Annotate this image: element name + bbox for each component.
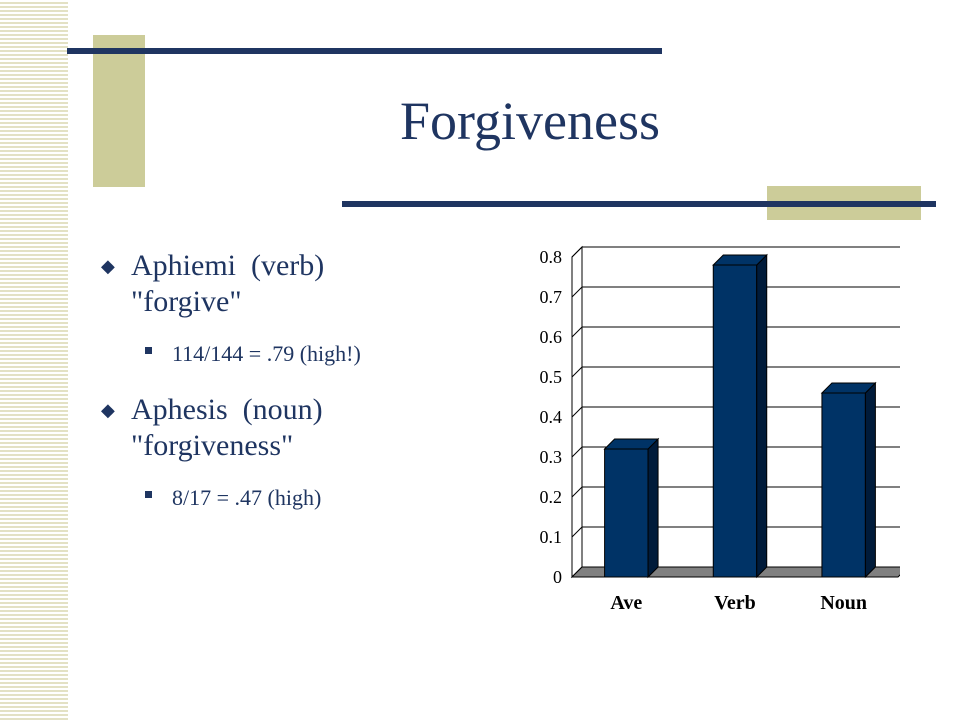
slide-title: Forgiveness — [399, 91, 660, 151]
bullet-line-1: Aphiemi (verb) — [131, 249, 325, 282]
bullet-line-1: Aphesis (noun) — [131, 393, 323, 426]
subbullet-text: 8/17 = .47 (high) — [172, 485, 322, 510]
decor-line-bottom — [342, 201, 936, 207]
bar-noun — [821, 392, 866, 578]
bar-ave — [604, 448, 649, 578]
bullet-line-2: "forgiveness" — [131, 429, 294, 462]
subbullet-text: 114/144 = .79 (high!) — [172, 341, 361, 366]
gridline-side — [571, 286, 583, 298]
bar-top-ave — [603, 438, 660, 450]
square-bullet-icon — [145, 491, 152, 498]
x-tick-label: Verb — [714, 592, 755, 614]
square-bullet-icon — [145, 347, 152, 354]
gridline-side — [571, 526, 583, 538]
bar-top-noun — [820, 382, 877, 394]
x-tick-label: Ave — [610, 592, 642, 614]
y-tick-label: 0.8 — [540, 247, 563, 267]
bullet-aphiemi: ◆ Aphiemi (verb) "forgive" — [101, 248, 325, 320]
bullet-aphesis: ◆ Aphesis (noun) "forgiveness" — [101, 392, 323, 464]
diamond-bullet-icon: ◆ — [101, 400, 115, 420]
diamond-bullet-icon: ◆ — [101, 256, 115, 276]
bar-side-verb — [756, 253, 768, 579]
gridline-side — [571, 446, 583, 458]
subbullet-aphiemi: 114/144 = .79 (high!) — [145, 341, 361, 367]
subbullet-aphesis: 8/17 = .47 (high) — [145, 485, 322, 511]
y-tick-label: 0.4 — [540, 407, 563, 427]
decor-line-top — [67, 48, 662, 54]
y-tick-label: 0.5 — [540, 367, 563, 387]
x-tick-label: Noun — [820, 592, 867, 614]
y-tick-label: 0.2 — [540, 487, 563, 507]
gridline-side — [571, 326, 583, 338]
bar-top-verb — [712, 254, 768, 266]
y-tick-label: 0.7 — [540, 287, 563, 307]
y-tick-label: 0.3 — [540, 447, 563, 467]
bar-side-noun — [864, 381, 876, 579]
y-tick-label: 0 — [553, 567, 562, 587]
bullet-line-2: "forgive" — [131, 285, 242, 318]
gridline-side — [571, 406, 583, 418]
left-decor-stripe — [0, 0, 68, 720]
gridline-side — [571, 486, 583, 498]
gridline-side — [571, 366, 583, 378]
bar-chart: 0 0.1 0.2 0.3 0.4 0.5 0.6 0.7 0.8 Ave Verb Noun — [540, 245, 900, 614]
bar-verb — [712, 264, 758, 578]
y-tick-label: 0.1 — [540, 527, 563, 547]
bar-side-ave — [647, 437, 659, 579]
y-tick-label: 0.6 — [540, 327, 563, 347]
decor-block-top — [93, 35, 145, 187]
